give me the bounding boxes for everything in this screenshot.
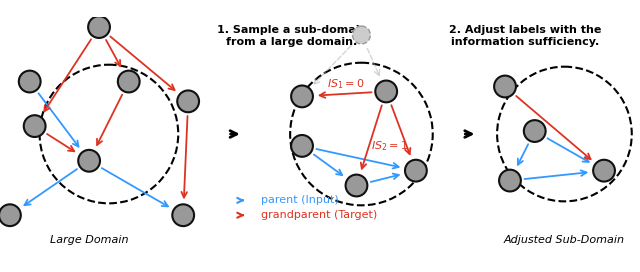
Text: Large Domain: Large Domain [50,235,129,245]
Circle shape [291,135,313,157]
Text: parent (Input): parent (Input) [261,195,339,205]
FancyArrowPatch shape [181,116,188,197]
Circle shape [405,160,427,181]
FancyArrowPatch shape [525,170,586,179]
Text: $IS_1 = 0$: $IS_1 = 0$ [327,78,364,91]
Text: 1. Sample a sub-domain
from a large domain.: 1. Sample a sub-domain from a large doma… [217,25,367,47]
Circle shape [593,160,615,181]
Circle shape [19,71,40,92]
FancyArrowPatch shape [106,40,120,66]
FancyArrowPatch shape [314,154,342,175]
FancyArrowPatch shape [547,138,589,162]
FancyArrowPatch shape [367,48,380,76]
Text: $IS_2 = 1$: $IS_2 = 1$ [371,139,408,153]
Circle shape [494,76,516,97]
Text: 2. Adjust labels with the
information sufficiency.: 2. Adjust labels with the information su… [449,25,601,47]
FancyArrowPatch shape [97,95,122,145]
Circle shape [375,81,397,102]
Circle shape [78,150,100,172]
Circle shape [88,16,110,38]
Circle shape [0,204,20,226]
Circle shape [177,91,199,112]
FancyArrowPatch shape [391,105,410,154]
FancyArrowPatch shape [237,213,243,218]
Text: grandparent (Target): grandparent (Target) [261,210,378,220]
Circle shape [24,115,45,137]
FancyArrowPatch shape [319,92,372,98]
FancyArrowPatch shape [24,169,77,205]
FancyArrowPatch shape [361,106,382,169]
Circle shape [291,85,313,107]
FancyArrowPatch shape [516,96,591,159]
FancyArrowPatch shape [518,144,528,165]
Circle shape [353,26,371,44]
Circle shape [499,170,521,191]
Circle shape [118,71,140,92]
Circle shape [524,120,546,142]
FancyArrowPatch shape [316,149,399,168]
FancyArrowPatch shape [237,198,243,203]
Text: Adjusted Sub-Domain: Adjusted Sub-Domain [504,235,625,245]
FancyArrowPatch shape [230,131,237,137]
FancyArrowPatch shape [371,174,399,182]
FancyArrowPatch shape [110,36,175,90]
FancyArrowPatch shape [102,168,168,206]
Circle shape [172,204,194,226]
FancyArrowPatch shape [47,134,74,151]
FancyArrowPatch shape [44,39,91,111]
FancyArrowPatch shape [465,131,472,137]
FancyArrowPatch shape [314,45,351,84]
Circle shape [346,175,367,196]
FancyArrowPatch shape [38,93,79,147]
